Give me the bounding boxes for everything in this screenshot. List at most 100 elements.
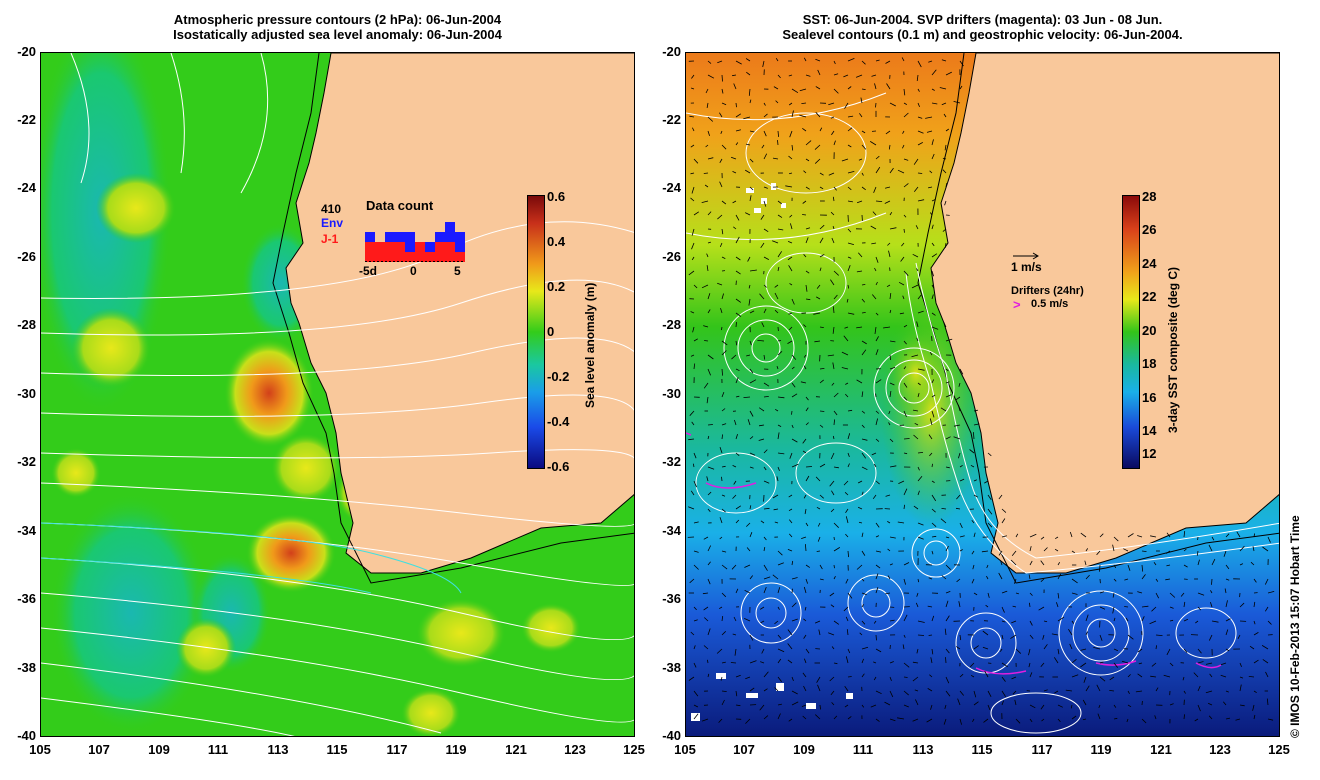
velocity-vector	[1029, 672, 1033, 678]
velocity-vector	[1001, 662, 1008, 668]
velocity-vector	[916, 648, 919, 654]
velocity-vector	[773, 508, 779, 511]
velocity-vector	[819, 224, 825, 230]
velocity-vector	[875, 573, 879, 580]
velocity-vector	[1209, 673, 1213, 678]
velocity-vector	[1211, 578, 1213, 585]
velocity-vector	[1001, 690, 1007, 698]
velocity-vector	[958, 382, 961, 387]
velocity-vector	[1127, 690, 1130, 694]
velocity-vector	[704, 617, 709, 622]
velocity-vector	[803, 354, 807, 358]
velocity-vector	[973, 645, 979, 650]
velocity-vector	[973, 479, 977, 482]
velocity-vector	[857, 506, 863, 510]
velocity-vector	[945, 591, 951, 594]
velocity-vector	[1183, 618, 1189, 622]
velocity-vector	[1182, 676, 1185, 681]
velocity-vector	[716, 648, 723, 654]
velocity-vector	[1166, 532, 1171, 538]
velocity-vector	[707, 659, 709, 664]
velocity-vector	[955, 396, 961, 401]
x-tick: 113	[267, 742, 289, 757]
velocity-vector	[788, 312, 793, 315]
velocity-vector	[875, 480, 880, 485]
velocity-vector	[777, 200, 783, 205]
velocity-vector	[815, 112, 821, 118]
velocity-vector	[1099, 606, 1106, 610]
velocity-vector	[763, 102, 766, 106]
velocity-vector	[912, 253, 919, 258]
velocity-vector	[1236, 531, 1241, 538]
velocity-vector	[735, 298, 742, 303]
velocity-vector	[734, 648, 737, 656]
velocity-vector	[929, 418, 933, 426]
velocity-vector	[987, 452, 992, 457]
data-count-histogram	[365, 222, 465, 262]
velocity-vector	[721, 368, 723, 376]
velocity-vector	[1165, 550, 1171, 554]
velocity-vector	[945, 436, 951, 440]
velocity-vector	[762, 60, 765, 68]
velocity-vector	[873, 661, 877, 664]
velocity-vector	[1029, 546, 1032, 552]
x-tick: 117	[1031, 742, 1053, 757]
velocity-vector	[917, 490, 920, 496]
velocity-vector	[1267, 591, 1275, 594]
velocity-vector	[791, 298, 795, 305]
velocity-vector	[749, 410, 754, 417]
velocity-vector	[869, 141, 877, 146]
velocity-vector	[707, 561, 711, 566]
velocity-vector	[772, 494, 779, 499]
velocity-vector	[721, 508, 726, 513]
velocity-vector	[787, 340, 793, 344]
velocity-vector	[833, 410, 838, 416]
velocity-vector	[903, 662, 910, 668]
velocity-vector	[1071, 620, 1075, 624]
velocity-vector	[707, 424, 713, 426]
velocity-vector	[873, 186, 877, 193]
velocity-vector	[706, 102, 709, 108]
velocity-vector	[749, 466, 754, 469]
velocity-vector	[799, 88, 807, 92]
velocity-vector	[749, 575, 754, 580]
velocity-vector	[844, 102, 849, 109]
velocity-vector	[815, 714, 821, 720]
velocity-vector	[721, 690, 727, 692]
velocity-vector	[690, 490, 695, 496]
y-tick: -22	[17, 112, 36, 127]
velocity-vector	[973, 423, 980, 426]
velocity-vector	[735, 377, 739, 384]
velocity-vector	[927, 688, 933, 692]
velocity-vector	[945, 545, 949, 552]
velocity-vector	[1085, 574, 1090, 580]
velocity-vector	[1097, 713, 1101, 720]
velocity-vector	[707, 60, 712, 64]
velocity-vector	[931, 508, 936, 513]
velocity-vector	[1197, 685, 1201, 692]
australia-landmass	[930, 53, 1279, 574]
velocity-vector	[805, 466, 813, 468]
velocity-vector	[929, 212, 933, 216]
velocity-vector	[831, 382, 835, 386]
velocity-vector	[941, 575, 947, 580]
y-tick: -34	[17, 523, 36, 538]
velocity-vector	[734, 419, 737, 426]
velocity-vector	[861, 284, 866, 286]
velocity-vector	[749, 505, 752, 510]
velocity-vector	[903, 382, 908, 388]
velocity-vector	[889, 211, 893, 216]
velocity-vector	[732, 633, 737, 636]
velocity-vector	[749, 660, 757, 664]
velocity-vector	[931, 242, 935, 247]
velocity-vector	[801, 704, 807, 707]
velocity-vector	[875, 535, 880, 538]
velocity-vector	[1141, 574, 1146, 580]
shelf-contour	[272, 53, 634, 584]
velocity-vector	[1253, 601, 1256, 608]
velocity-vector	[929, 170, 933, 174]
velocity-vector	[945, 564, 951, 570]
velocity-vector	[1057, 718, 1061, 723]
velocity-vector	[817, 522, 821, 527]
velocity-vector	[861, 646, 869, 650]
